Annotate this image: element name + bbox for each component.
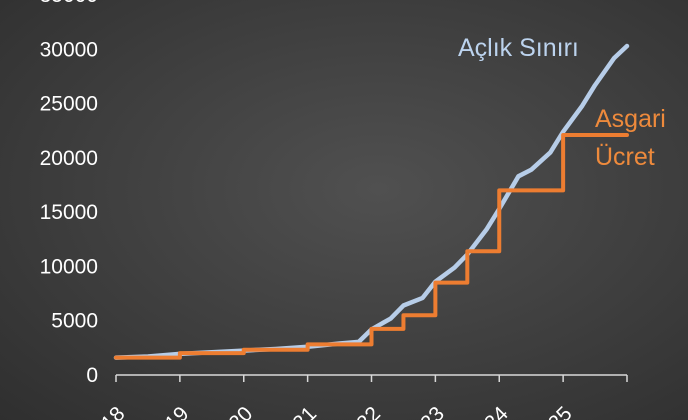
series-layer: [113, 43, 630, 360]
x-tick-label: 24: [480, 402, 513, 420]
series-label-asgari-line2: Ücret: [595, 143, 655, 171]
x-tick-label: 23: [416, 402, 449, 420]
series-line-asgari-ucret: [114, 133, 629, 360]
x-tick-label: 20: [225, 402, 258, 420]
y-tick-label: 20000: [40, 147, 98, 170]
x-axis-tick-labels: 18 19 20 21 22 23 24 25: [97, 402, 577, 420]
x-tick-label: 18: [97, 402, 130, 420]
y-tick-label: 0: [86, 364, 98, 387]
y-tick-label: 10000: [40, 255, 98, 278]
x-tick-label: 22: [352, 402, 385, 420]
y-axis-tick-labels: 0 5000 10000 15000 20000 25000 30000 35000: [40, 0, 98, 387]
series-line-aclik-siniri: [113, 43, 630, 360]
y-tick-label: 15000: [40, 201, 98, 224]
x-axis-tick-marks: [115, 375, 628, 382]
x-axis: 18 19 20 21 22 23 24 25: [97, 374, 628, 420]
series-label-asgari-line1: Asgari: [595, 105, 666, 133]
x-tick-label: 21: [288, 402, 321, 420]
y-tick-label: 30000: [40, 38, 98, 61]
y-tick-label: 25000: [40, 93, 98, 116]
y-tick-label: 5000: [51, 310, 98, 333]
x-tick-label: 25: [544, 402, 577, 420]
x-tick-label: 19: [161, 402, 194, 420]
y-tick-label: 35000: [40, 0, 98, 7]
series-label-aclik-siniri: Açlık Sınırı: [458, 34, 579, 62]
